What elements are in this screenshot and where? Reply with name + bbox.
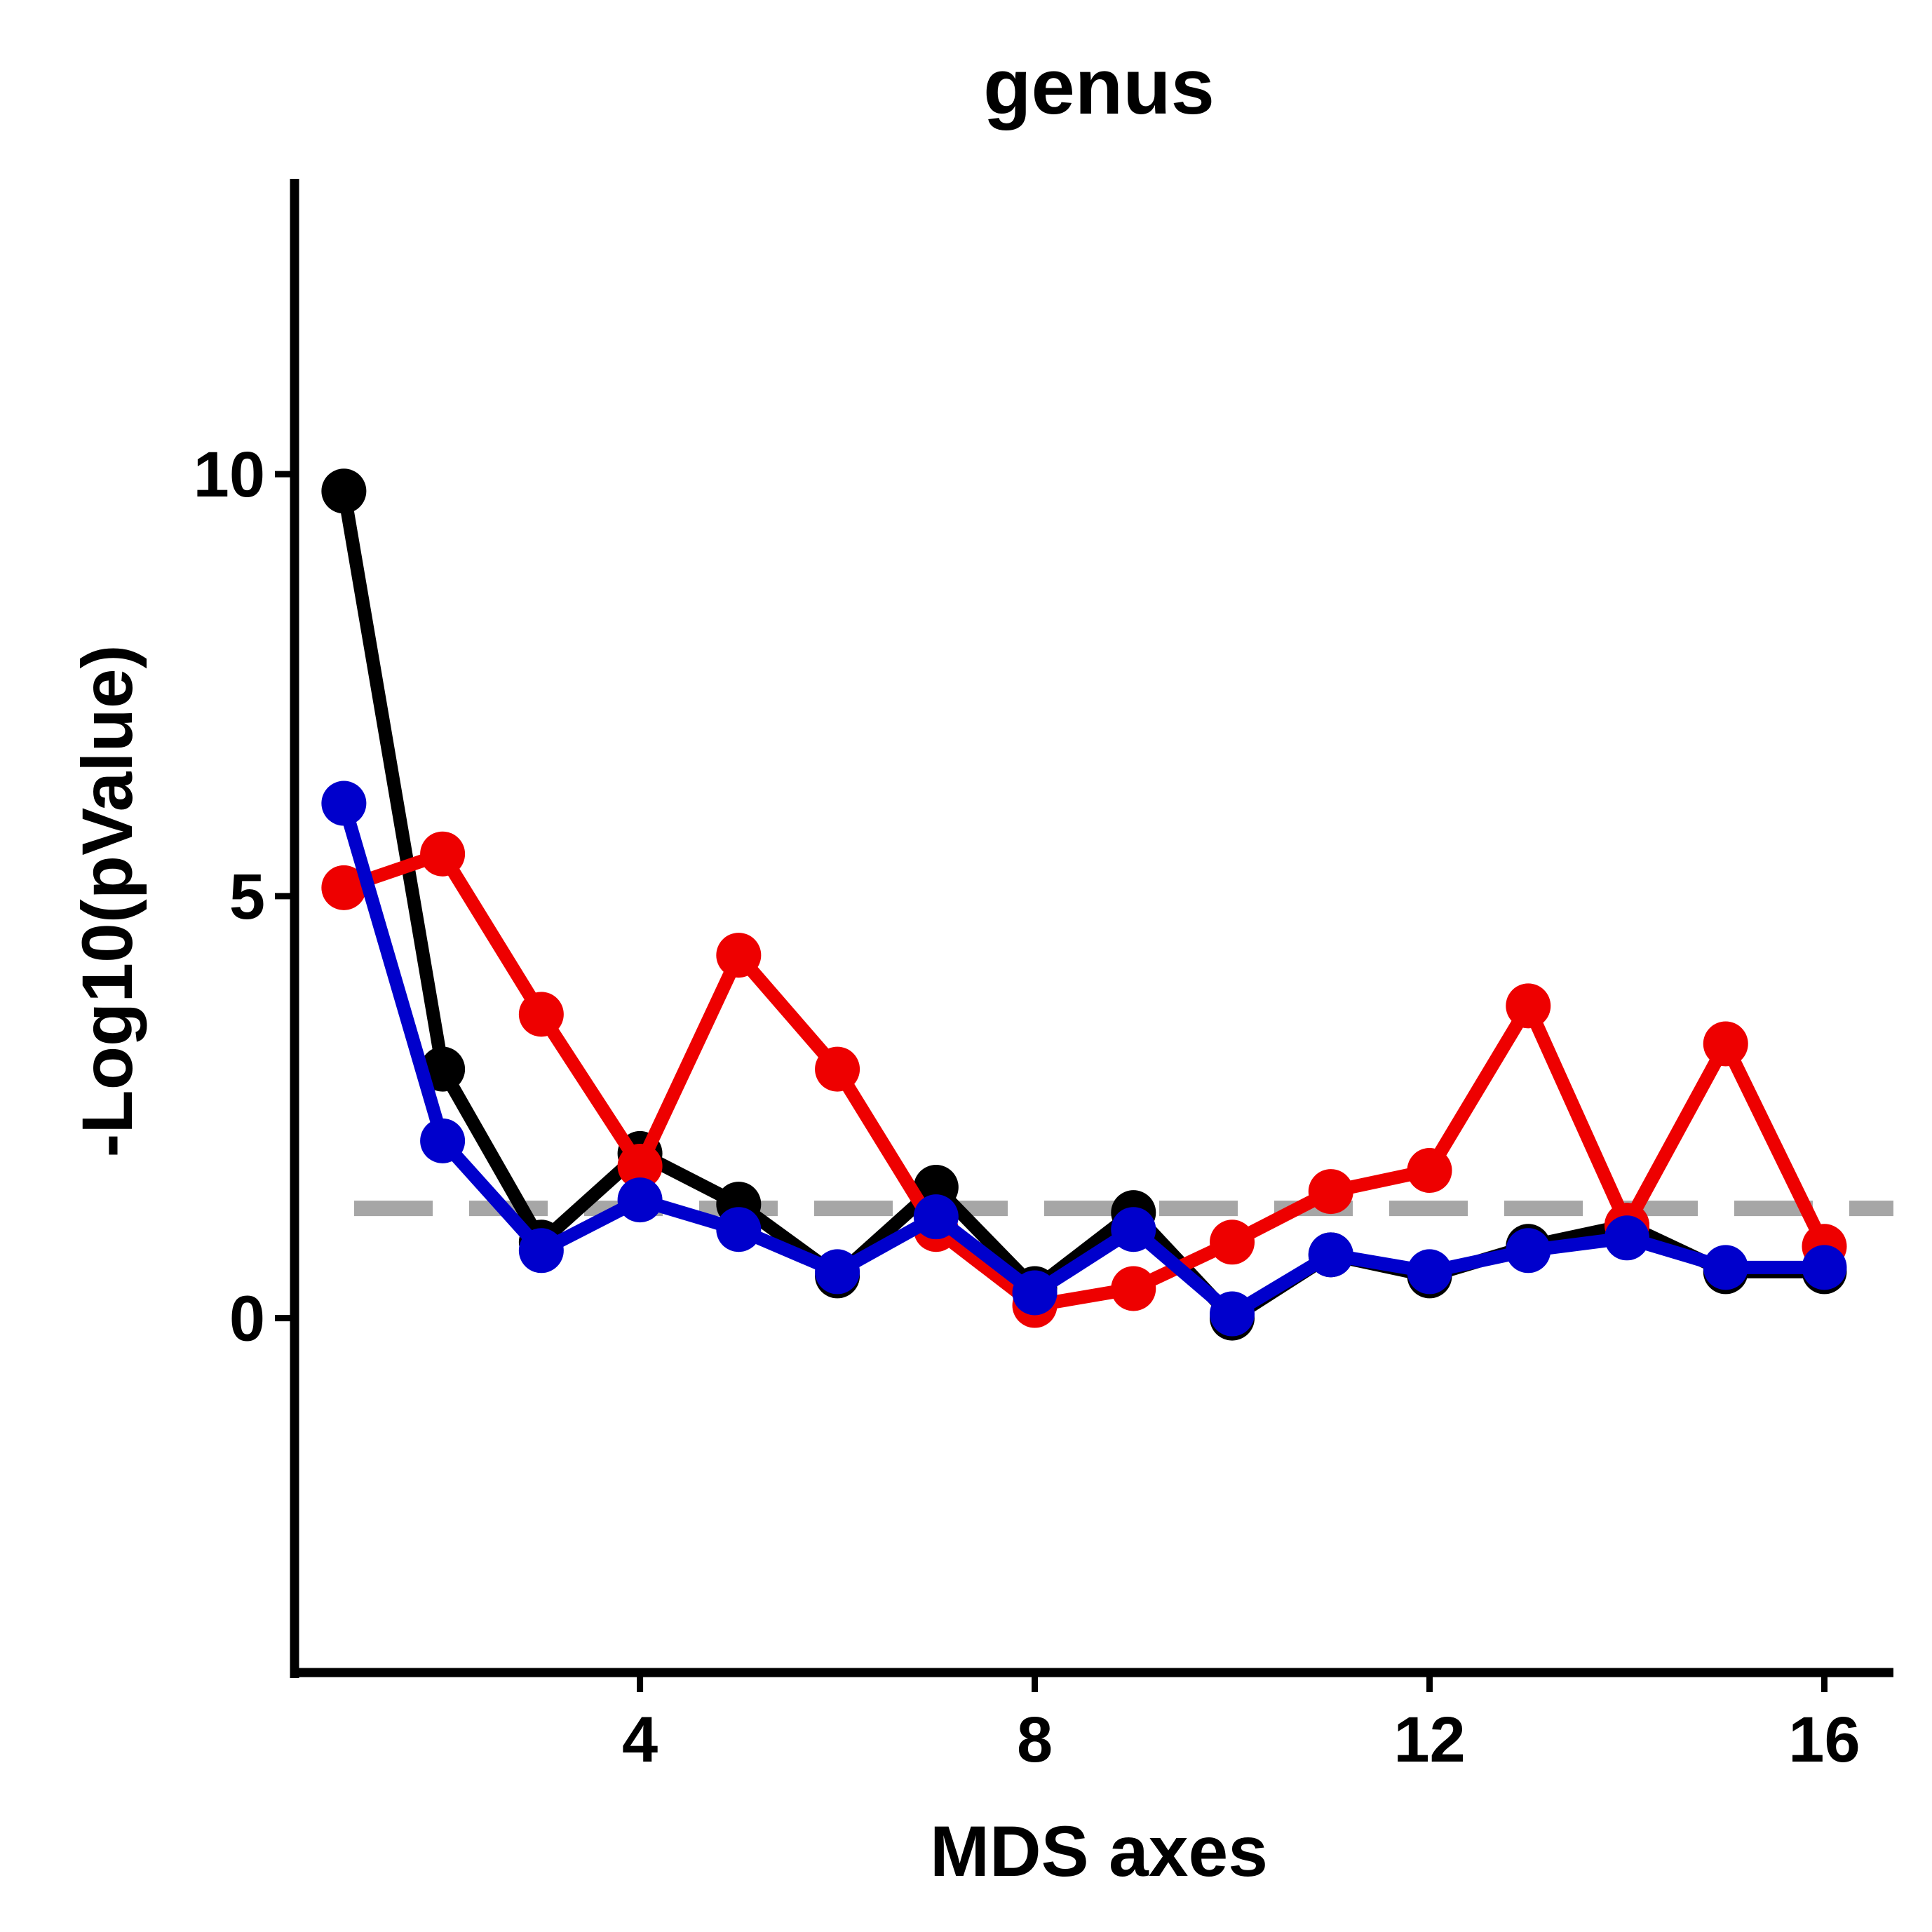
series-2-point [1210, 1220, 1255, 1265]
series-2-point [1111, 1266, 1156, 1311]
series-2-point [716, 933, 762, 978]
series-2-point [518, 992, 564, 1037]
series-3-point [1111, 1207, 1156, 1252]
series-1-point [321, 468, 367, 514]
x-axis-title: MDS axes [930, 1811, 1268, 1891]
series-3-point [716, 1207, 762, 1252]
series-3-line [337, 797, 1831, 1321]
series-2-line [337, 847, 1831, 1313]
series-3-point [913, 1194, 959, 1240]
series-2-point [1407, 1147, 1452, 1193]
x-tick-label: 16 [1788, 1704, 1860, 1776]
series-3-point [617, 1177, 663, 1223]
plot-area: 0 5 10 4 8 12 16 [194, 179, 1893, 1776]
series-1-line [337, 484, 1831, 1325]
series-2-point [420, 831, 466, 877]
series-2-point [1308, 1169, 1353, 1215]
y-tick-label: 0 [229, 1283, 265, 1355]
series-2-point [1506, 983, 1551, 1029]
series-3-point [420, 1118, 466, 1163]
series-2-point [1703, 1021, 1748, 1067]
y-tick-label: 5 [229, 861, 265, 933]
series-3-point [518, 1228, 564, 1274]
y-axis-title: -Log10(pValue) [67, 644, 147, 1157]
x-tick-label: 12 [1393, 1704, 1465, 1776]
x-tick-label: 8 [1017, 1704, 1053, 1776]
series-3-point [1012, 1270, 1058, 1316]
series-3-point [321, 781, 367, 826]
x-tick-label: 4 [622, 1704, 658, 1776]
series-2-point [617, 1143, 663, 1189]
series-2-point [321, 865, 367, 910]
series-3-point [1605, 1215, 1649, 1261]
series-3-point [1506, 1228, 1551, 1274]
chart-title: genus [983, 43, 1215, 130]
series-2-point [815, 1046, 860, 1092]
series-3-point [815, 1249, 860, 1295]
series-3-point [1703, 1245, 1748, 1290]
series-3-point [1407, 1249, 1452, 1295]
y-tick-label: 10 [194, 439, 265, 511]
series-3-point [1308, 1232, 1353, 1278]
series-3-point [1210, 1291, 1255, 1337]
series-3-point [1802, 1245, 1847, 1290]
